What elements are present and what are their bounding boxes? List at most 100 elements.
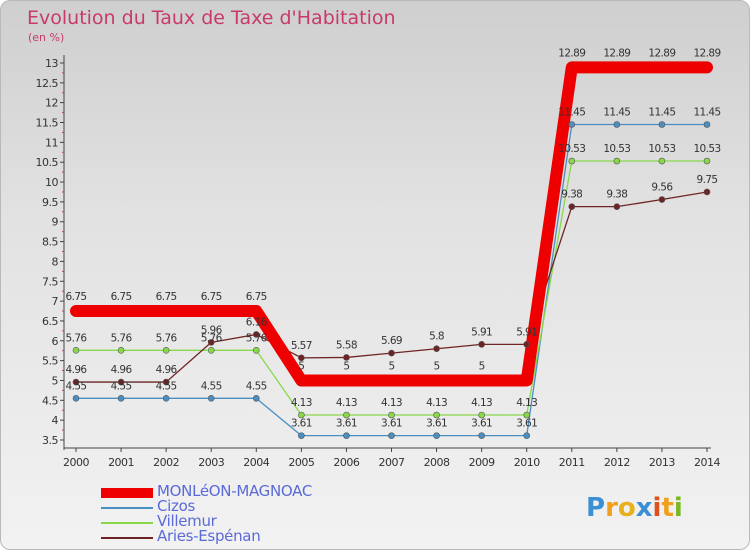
- x-tick-label: 2001: [108, 456, 134, 469]
- data-point: [295, 374, 307, 386]
- proxiti-logo: Proxiti: [586, 493, 683, 523]
- x-tick: 2006: [333, 448, 360, 469]
- legend-swatch: [101, 507, 153, 509]
- data-point: [431, 374, 443, 386]
- data-point: [568, 203, 576, 210]
- y-tick-label: 5: [52, 374, 59, 387]
- data-point: [656, 61, 668, 73]
- logo-letter: r: [605, 493, 618, 523]
- data-point: [613, 157, 621, 165]
- data-label: 4.13: [336, 397, 357, 409]
- x-tick: 2005: [288, 448, 315, 469]
- y-tick: 11: [45, 136, 64, 149]
- data-label: 6.16: [246, 316, 268, 328]
- axes: 3.544.555.566.577.588.599.51010.51111.51…: [36, 55, 721, 469]
- x-tick: 2010: [514, 448, 541, 469]
- data-label: 4.13: [516, 397, 537, 409]
- data-point: [523, 341, 531, 348]
- data-label: 5.57: [291, 340, 312, 352]
- data-label: 6.75: [111, 291, 132, 303]
- data-label: 4.55: [246, 380, 267, 392]
- x-tick: 2007: [379, 448, 405, 469]
- legend-label: Aries-Espénan: [157, 527, 261, 545]
- data-label: 11.45: [603, 107, 630, 119]
- y-tick: 5: [52, 374, 64, 387]
- logo-letter: o: [617, 493, 636, 523]
- data-label: 4.55: [156, 380, 177, 392]
- y-tick: 10.5: [36, 156, 64, 169]
- data-label: 5.76: [66, 332, 88, 344]
- data-label: 5.76: [156, 332, 178, 344]
- y-tick: 8: [52, 255, 64, 268]
- data-label: 11.45: [558, 107, 585, 119]
- x-tick: 2009: [469, 448, 496, 469]
- x-tick-label: 2007: [379, 456, 405, 469]
- data-label: 9.75: [697, 174, 718, 186]
- data-label: 3.61: [336, 418, 357, 430]
- data-label: 10.53: [603, 143, 630, 155]
- y-tick: 12: [45, 97, 64, 110]
- data-label: 5.96: [201, 324, 223, 336]
- x-tick: 2004: [243, 448, 270, 469]
- y-tick-label: 11.5: [36, 117, 59, 130]
- y-tick-label: 6.5: [42, 315, 58, 328]
- data-point: [568, 157, 576, 165]
- data-point: [523, 411, 531, 419]
- chart-unit: (en %): [28, 31, 65, 44]
- data-point: [252, 347, 260, 354]
- data-point: [386, 374, 397, 386]
- data-point: [703, 157, 711, 165]
- data-point: [207, 347, 215, 354]
- data-point: [478, 432, 485, 439]
- data-point: [521, 374, 533, 386]
- y-tick: 9: [52, 216, 64, 229]
- data-point: [160, 305, 172, 317]
- data-label: 5.69: [381, 335, 402, 347]
- data-point: [162, 395, 170, 402]
- data-label: 9.38: [561, 189, 582, 201]
- legend-swatch: [101, 537, 153, 539]
- y-tick-label: 10.5: [36, 156, 59, 169]
- x-tick-label: 2008: [424, 456, 450, 469]
- data-label: 5: [479, 360, 485, 372]
- logo-letter: t: [661, 493, 674, 523]
- series-points: [70, 61, 713, 439]
- data-point: [388, 432, 395, 439]
- data-point: [703, 188, 711, 196]
- data-point: [523, 432, 531, 439]
- data-point: [72, 347, 80, 354]
- data-point: [250, 305, 262, 317]
- data-point: [476, 374, 488, 386]
- data-point: [613, 203, 621, 210]
- data-point: [703, 121, 711, 128]
- data-point: [568, 121, 576, 128]
- data-label: 5.58: [336, 339, 357, 351]
- x-tick-label: 2006: [333, 456, 359, 469]
- data-point: [701, 61, 713, 73]
- data-label: 5.8: [429, 331, 444, 343]
- logo-letter: x: [635, 493, 653, 523]
- x-tick-label: 2014: [694, 456, 720, 469]
- data-label: 12.89: [693, 47, 720, 59]
- data-label: 4.55: [66, 380, 87, 392]
- y-tick: 11.5: [36, 117, 64, 130]
- data-label: 5.76: [111, 332, 133, 344]
- data-label: 3.61: [426, 418, 447, 430]
- data-point: [658, 121, 666, 128]
- data-point: [340, 374, 352, 386]
- y-tick-label: 8: [52, 255, 59, 268]
- data-label: 6.75: [201, 291, 222, 303]
- y-tick: 9.5: [42, 196, 64, 209]
- data-label: 4.55: [201, 380, 222, 392]
- x-tick-label: 2009: [469, 456, 495, 469]
- data-label: 4.13: [381, 397, 402, 409]
- data-label: 9.38: [606, 189, 627, 201]
- data-label: 10.53: [558, 143, 585, 155]
- data-label: 5: [298, 360, 304, 372]
- y-tick: 6: [52, 335, 64, 348]
- data-label: 4.55: [111, 380, 132, 392]
- x-tick-label: 2002: [153, 456, 179, 469]
- data-label: 10.53: [648, 143, 675, 155]
- logo-letter: i: [652, 493, 662, 523]
- y-tick: 4: [52, 414, 64, 427]
